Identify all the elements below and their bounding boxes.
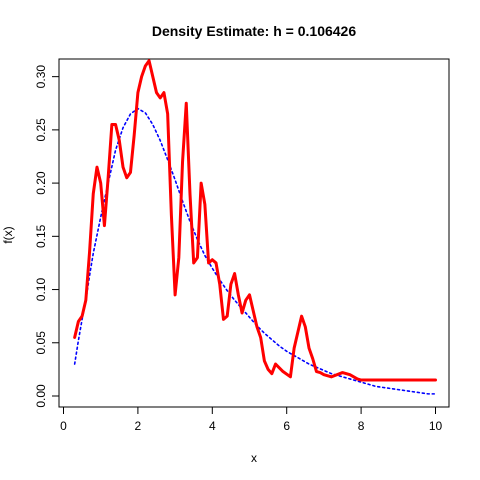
x-axis: 0 2 4 6 8 10	[60, 406, 443, 433]
series-layer	[73, 59, 437, 395]
x-axis-label: x	[251, 451, 257, 465]
y-tick-label: 0.15	[34, 224, 48, 248]
y-tick-label: 0.00	[34, 384, 48, 408]
y-axis-label: f(x)	[1, 226, 15, 243]
y-tick-label: 0.10	[34, 278, 48, 302]
y-tick-label: 0.25	[34, 118, 48, 142]
x-tick-label: 8	[358, 419, 365, 433]
x-tick-label: 2	[135, 419, 142, 433]
x-tick-label: 4	[209, 419, 216, 433]
plot-frame	[58, 58, 450, 408]
y-tick-label: 0.20	[34, 171, 48, 195]
series-line-solid	[73, 59, 437, 382]
x-tick-label: 0	[60, 419, 67, 433]
y-axis: 0.00 0.05 0.10 0.15 0.20 0.25 0.30	[34, 65, 60, 408]
y-tick-label: 0.30	[34, 65, 48, 89]
y-tick-label: 0.05	[34, 331, 48, 355]
chart-title: Density Estimate: h = 0.106426	[152, 23, 356, 39]
series-line-dotted	[73, 107, 437, 395]
x-tick-label: 6	[283, 419, 290, 433]
x-tick-label: 10	[429, 419, 443, 433]
